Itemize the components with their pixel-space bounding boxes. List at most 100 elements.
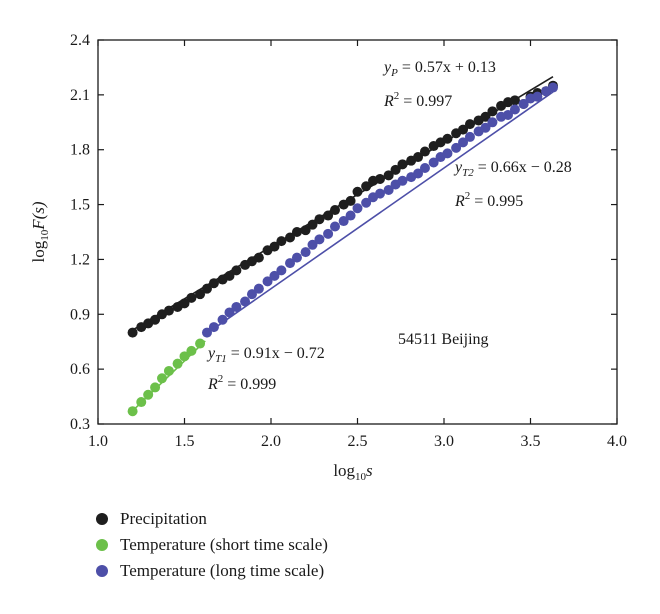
r-squared-temperature-short: R2 = 0.999 bbox=[207, 373, 276, 393]
data-point-series-0 bbox=[397, 159, 408, 170]
data-point-series-2 bbox=[276, 265, 287, 276]
data-point-series-2 bbox=[487, 117, 498, 128]
data-point-series-2 bbox=[262, 276, 273, 287]
data-point-series-2 bbox=[397, 175, 408, 186]
data-point-series-0 bbox=[186, 292, 197, 303]
legend-label: Precipitation bbox=[120, 509, 207, 528]
x-tick-label: 3.0 bbox=[434, 433, 454, 450]
data-point-series-0 bbox=[291, 227, 302, 237]
data-point-series-0 bbox=[276, 236, 287, 247]
data-point-series-2 bbox=[442, 148, 453, 159]
data-point-series-2 bbox=[240, 296, 251, 307]
y-tick-label: 1.2 bbox=[70, 251, 90, 268]
data-point-series-1 bbox=[172, 358, 183, 369]
data-point-series-2 bbox=[383, 184, 394, 195]
legend: Precipitation Temperature (short time sc… bbox=[96, 506, 328, 584]
y-axis-title: log10F(s) bbox=[29, 201, 51, 262]
data-point-series-0 bbox=[307, 219, 318, 230]
r-squared-temperature-long: R2 = 0.995 bbox=[454, 190, 523, 210]
station-label: 54511 Beijing bbox=[398, 331, 489, 348]
data-point-series-2 bbox=[285, 258, 296, 269]
legend-swatch bbox=[96, 539, 108, 551]
r-squared-precipitation: R2 = 0.997 bbox=[383, 90, 452, 110]
y-tick-label: 2.4 bbox=[70, 32, 90, 49]
data-point-series-2 bbox=[291, 252, 302, 263]
data-point-series-1 bbox=[136, 397, 147, 408]
data-point-series-0 bbox=[127, 327, 138, 338]
fit-equation-temperature-long: yT2 = 0.66x − 0.28 bbox=[453, 159, 572, 179]
fit-line-t2 bbox=[206, 91, 554, 334]
data-point-series-2 bbox=[345, 210, 356, 221]
data-point-series-0 bbox=[413, 152, 424, 163]
data-point-series-2 bbox=[330, 221, 341, 232]
data-point-series-0 bbox=[361, 181, 372, 192]
data-point-series-1 bbox=[157, 373, 168, 384]
data-point-series-0 bbox=[487, 106, 498, 117]
y-tick-label: 2.1 bbox=[70, 87, 90, 104]
data-point-series-0 bbox=[253, 252, 264, 263]
y-tick-label: 0.6 bbox=[70, 361, 90, 378]
data-point-series-0 bbox=[231, 265, 242, 276]
data-point-series-2 bbox=[269, 270, 280, 281]
data-point-series-2 bbox=[307, 239, 318, 250]
data-point-series-2 bbox=[323, 228, 334, 239]
data-point-series-2 bbox=[503, 109, 514, 120]
y-tick-label: 0.3 bbox=[70, 416, 90, 433]
x-tick-label: 3.5 bbox=[521, 433, 541, 450]
data-point-series-2 bbox=[217, 314, 228, 325]
data-point-series-0 bbox=[179, 298, 190, 309]
x-tick-label: 1.5 bbox=[175, 433, 195, 450]
data-point-series-2 bbox=[231, 301, 242, 312]
data-point-series-2 bbox=[201, 327, 212, 338]
legend-item-precipitation: Precipitation bbox=[96, 506, 328, 532]
x-tick-label: 4.0 bbox=[607, 433, 627, 450]
data-point-series-0 bbox=[352, 186, 363, 197]
x-tick-label: 2.0 bbox=[261, 433, 281, 450]
data-point-series-1 bbox=[179, 351, 190, 362]
data-point-series-0 bbox=[163, 305, 174, 316]
axis-ticks: 1.0 1.5 2.0 2.5 3.0 3.5 4.0 0.3 0.6 0.9 1.2 1.5 1.8 2… bbox=[70, 32, 627, 450]
data-point-series-0 bbox=[374, 173, 385, 184]
data-point-series-1 bbox=[163, 365, 174, 376]
data-point-series-0 bbox=[323, 210, 334, 221]
legend-item-temperature-long: Temperature (long time scale) bbox=[96, 558, 328, 584]
legend-swatch bbox=[96, 565, 108, 577]
data-point-series-0 bbox=[480, 111, 491, 122]
data-point-series-2 bbox=[300, 247, 311, 258]
data-point-series-2 bbox=[413, 168, 424, 179]
fit-equation-temperature-short: yT1 = 0.91x − 0.72 bbox=[206, 345, 325, 365]
data-point-series-0 bbox=[195, 289, 206, 300]
data-point-series-0 bbox=[150, 314, 161, 325]
data-point-series-1 bbox=[195, 338, 206, 349]
data-point-series-0 bbox=[300, 225, 311, 236]
data-point-series-0 bbox=[208, 278, 219, 289]
data-point-series-0 bbox=[509, 95, 520, 106]
data-point-series-0 bbox=[224, 270, 235, 281]
legend-swatch bbox=[96, 513, 108, 525]
y-tick-label: 1.8 bbox=[70, 142, 90, 159]
data-point-series-0 bbox=[285, 232, 296, 243]
x-axis-title: log10s bbox=[333, 461, 373, 483]
data-point-series-0 bbox=[269, 241, 280, 252]
data-point-series-2 bbox=[518, 99, 529, 109]
legend-item-temperature-short: Temperature (short time scale) bbox=[96, 532, 328, 558]
data-point-series-2 bbox=[509, 104, 520, 115]
data-points bbox=[127, 80, 558, 417]
legend-label: Temperature (short time scale) bbox=[120, 535, 328, 554]
y-tick-label: 1.5 bbox=[70, 197, 90, 214]
x-tick-label: 1.0 bbox=[88, 433, 108, 450]
data-point-series-0 bbox=[464, 119, 475, 130]
data-point-series-2 bbox=[224, 307, 235, 318]
data-point-series-2 bbox=[419, 163, 430, 173]
data-point-series-0 bbox=[330, 205, 341, 216]
y-tick-label: 0.9 bbox=[70, 306, 90, 323]
data-point-series-2 bbox=[253, 283, 264, 294]
data-point-series-2 bbox=[428, 157, 439, 168]
fit-equation-precipitation: yP = 0.57x + 0.13 bbox=[382, 59, 496, 79]
x-tick-label: 2.5 bbox=[348, 433, 368, 450]
data-point-series-2 bbox=[532, 91, 543, 102]
data-point-series-0 bbox=[314, 214, 325, 225]
data-point-series-2 bbox=[547, 82, 558, 93]
chart-svg: 1.0 1.5 2.0 2.5 3.0 3.5 4.0 0.3 0.6 0.9 1.2 1.5 1.8 2… bbox=[29, 32, 627, 483]
data-point-series-1 bbox=[127, 406, 138, 417]
